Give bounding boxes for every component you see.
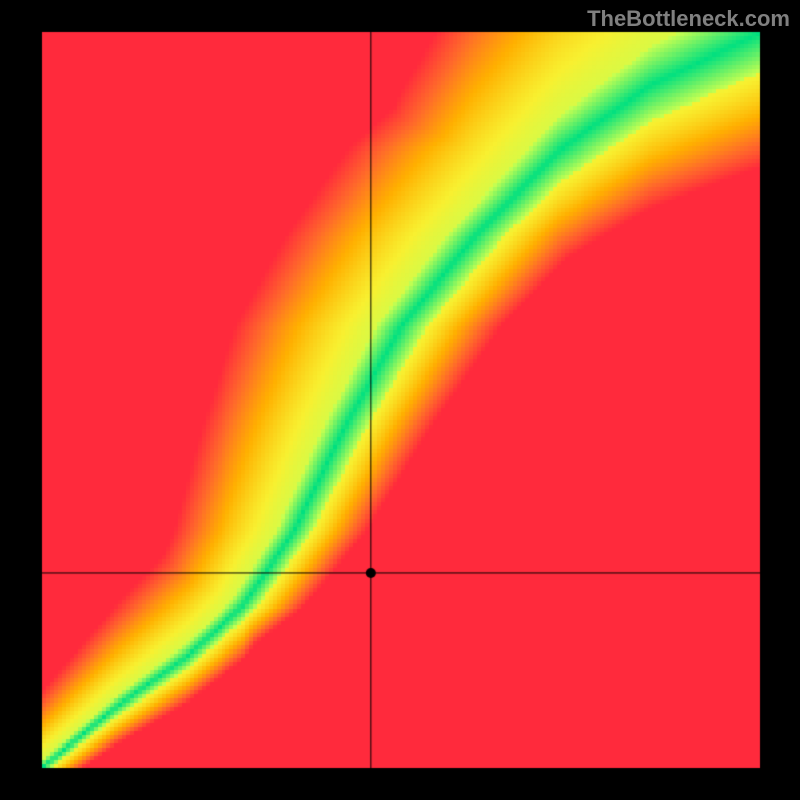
watermark-text: TheBottleneck.com bbox=[587, 6, 790, 32]
bottleneck-heatmap-canvas bbox=[0, 0, 800, 800]
